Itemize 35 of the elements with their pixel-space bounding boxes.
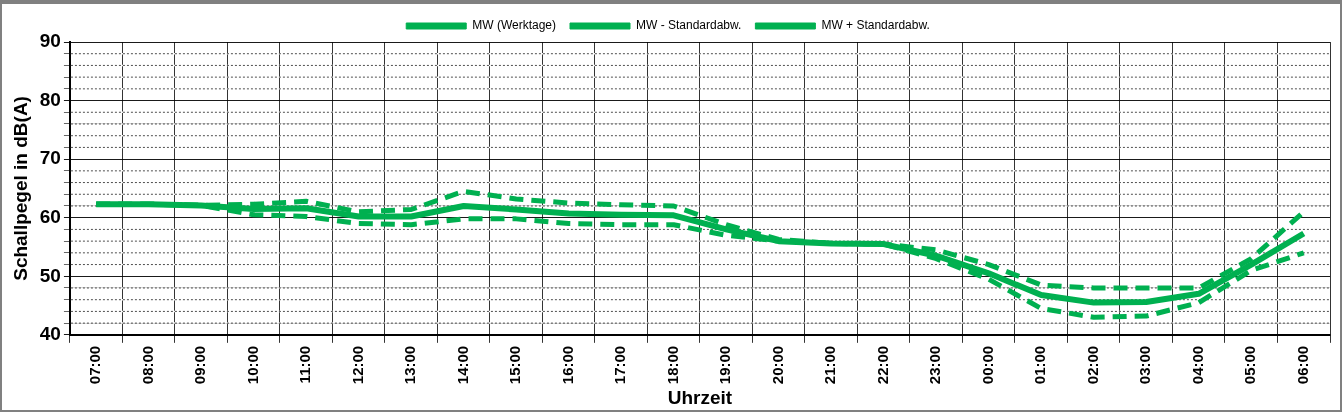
x-tick-label: 06:00 (1293, 345, 1311, 385)
x-tick-label: 07:00 (86, 345, 104, 385)
y-axis-title: Schallpegel in dB(A) (9, 96, 31, 281)
x-tick-label: 10:00 (243, 345, 261, 385)
y-tick-label: 50 (39, 264, 61, 286)
x-tick-label: 16:00 (558, 345, 576, 385)
legend-label: MW - Standardabw. (636, 18, 742, 33)
x-tick-label: 08:00 (138, 345, 156, 385)
x-tick-label: 12:00 (348, 345, 366, 385)
x-tick-label: 22:00 (873, 345, 891, 385)
x-tick-label: 05:00 (1241, 345, 1259, 385)
x-tick-label: 20:00 (768, 345, 786, 385)
y-tick-label: 60 (39, 205, 61, 227)
x-tick-label: 00:00 (978, 345, 996, 385)
legend-label: MW (Werktage) (472, 18, 557, 33)
x-tick-label: 03:00 (1136, 345, 1154, 385)
x-tick-label: 23:00 (926, 345, 944, 385)
x-tick-label: 15:00 (506, 345, 524, 385)
y-tick-label: 40 (39, 323, 61, 345)
x-tick-label: 17:00 (611, 345, 629, 385)
x-tick-label: 02:00 (1083, 345, 1101, 385)
x-tick-label: 19:00 (716, 345, 734, 385)
x-tick-label: 14:00 (453, 345, 471, 385)
y-tick-label: 90 (39, 30, 61, 52)
x-tick-label: 04:00 (1188, 345, 1206, 385)
y-tick-label: 80 (39, 88, 61, 110)
x-tick-label: 13:00 (401, 345, 419, 385)
y-tick-label: 70 (39, 147, 61, 169)
x-tick-label: 18:00 (663, 345, 681, 385)
x-tick-label: 21:00 (821, 345, 839, 385)
legend-label: MW + Standardabw. (821, 18, 930, 33)
x-tick-label: 11:00 (296, 345, 314, 384)
x-tick-label: 09:00 (191, 345, 209, 385)
x-tick-label: 01:00 (1031, 345, 1049, 385)
x-axis-title: Uhrzeit (667, 386, 733, 408)
